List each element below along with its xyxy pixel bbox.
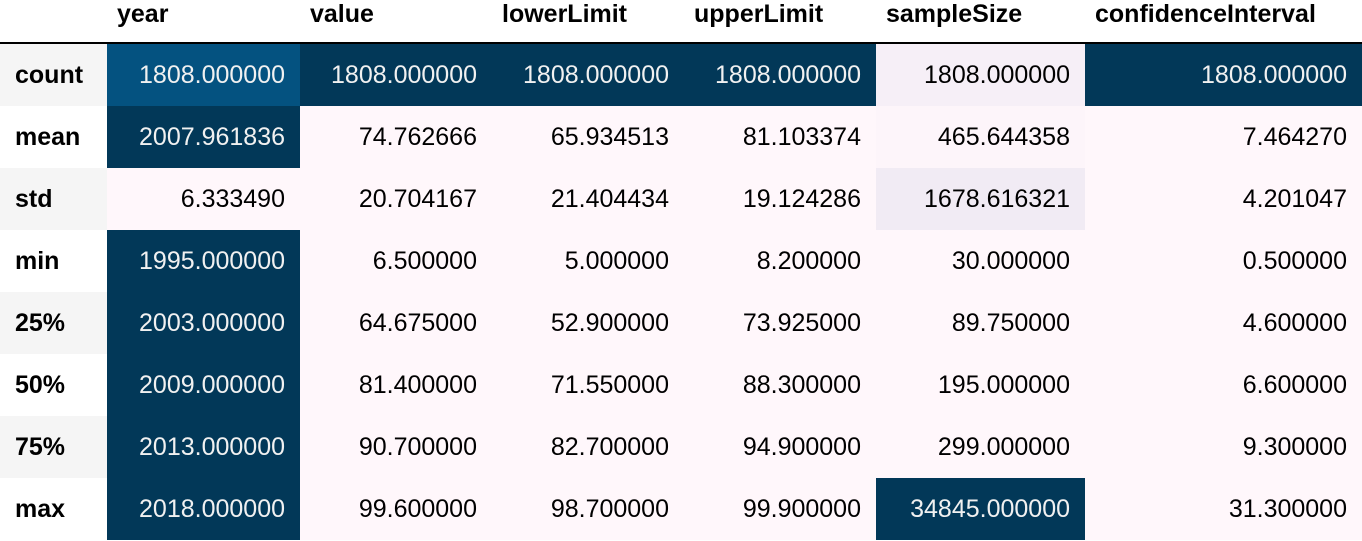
cell-min-sampleSize: 30.000000 — [876, 230, 1085, 292]
cell-min-confidenceInterval: 0.500000 — [1085, 230, 1362, 292]
column-header-year: year — [107, 0, 300, 44]
cell-count-upperLimit: 1808.000000 — [684, 43, 876, 106]
cell-75%-year: 2013.000000 — [107, 416, 300, 478]
column-header-upperLimit: upperLimit — [684, 0, 876, 44]
cell-75%-confidenceInterval: 9.300000 — [1085, 416, 1362, 478]
cell-count-lowerLimit: 1808.000000 — [492, 43, 684, 106]
row-label-min: min — [0, 230, 107, 292]
table-row-std: std 6.333490 20.704167 21.404434 19.124286 16… — [0, 168, 1362, 230]
cell-75%-value: 90.700000 — [300, 416, 492, 478]
cell-50%-confidenceInterval: 6.600000 — [1085, 354, 1362, 416]
cell-25%-value: 64.675000 — [300, 292, 492, 354]
cell-count-confidenceInterval: 1808.000000 — [1085, 43, 1362, 106]
table-header: year value lowerLimit upperLimit sampleSize c… — [0, 0, 1362, 44]
table-row-count: count 1808.000000 1808.000000 1808.000000 18… — [0, 43, 1362, 106]
cell-std-confidenceInterval: 4.201047 — [1085, 168, 1362, 230]
column-header-confidenceInterval: confidenceInterval — [1085, 0, 1362, 44]
cell-50%-upperLimit: 88.300000 — [684, 354, 876, 416]
cell-25%-upperLimit: 73.925000 — [684, 292, 876, 354]
row-label-std: std — [0, 168, 107, 230]
column-header-value: value — [300, 0, 492, 44]
cell-25%-sampleSize: 89.750000 — [876, 292, 1085, 354]
row-label-mean: mean — [0, 106, 107, 168]
table-row-75%: 75% 2013.000000 90.700000 82.700000 94.90000… — [0, 416, 1362, 478]
cell-max-value: 99.600000 — [300, 478, 492, 540]
cell-min-lowerLimit: 5.000000 — [492, 230, 684, 292]
cell-75%-upperLimit: 94.900000 — [684, 416, 876, 478]
cell-mean-lowerLimit: 65.934513 — [492, 106, 684, 168]
cell-min-value: 6.500000 — [300, 230, 492, 292]
cell-max-confidenceInterval: 31.300000 — [1085, 478, 1362, 540]
cell-std-value: 20.704167 — [300, 168, 492, 230]
row-label-max: max — [0, 478, 107, 540]
cell-50%-year: 2009.000000 — [107, 354, 300, 416]
cell-50%-lowerLimit: 71.550000 — [492, 354, 684, 416]
cell-std-upperLimit: 19.124286 — [684, 168, 876, 230]
table-row-min: min 1995.000000 6.500000 5.000000 8.200000 30… — [0, 230, 1362, 292]
cell-max-year: 2018.000000 — [107, 478, 300, 540]
cell-mean-upperLimit: 81.103374 — [684, 106, 876, 168]
table-row-25%: 25% 2003.000000 64.675000 52.900000 73.92500… — [0, 292, 1362, 354]
cell-mean-sampleSize: 465.644358 — [876, 106, 1085, 168]
cell-min-year: 1995.000000 — [107, 230, 300, 292]
row-label-25%: 25% — [0, 292, 107, 354]
column-header-sampleSize: sampleSize — [876, 0, 1085, 44]
column-header-lowerLimit: lowerLimit — [492, 0, 684, 44]
table-row-50%: 50% 2009.000000 81.400000 71.550000 88.30000… — [0, 354, 1362, 416]
cell-50%-value: 81.400000 — [300, 354, 492, 416]
cell-mean-year: 2007.961836 — [107, 106, 300, 168]
cell-std-lowerLimit: 21.404434 — [492, 168, 684, 230]
cell-min-upperLimit: 8.200000 — [684, 230, 876, 292]
cell-count-year: 1808.000000 — [107, 43, 300, 106]
cell-mean-value: 74.762666 — [300, 106, 492, 168]
cell-25%-year: 2003.000000 — [107, 292, 300, 354]
cell-max-upperLimit: 99.900000 — [684, 478, 876, 540]
header-corner — [0, 0, 107, 44]
cell-25%-confidenceInterval: 4.600000 — [1085, 292, 1362, 354]
row-label-75%: 75% — [0, 416, 107, 478]
table-body: count 1808.000000 1808.000000 1808.000000 18… — [0, 43, 1362, 540]
cell-75%-lowerLimit: 82.700000 — [492, 416, 684, 478]
cell-count-sampleSize: 1808.000000 — [876, 43, 1085, 106]
cell-std-sampleSize: 1678.616321 — [876, 168, 1085, 230]
cell-std-year: 6.333490 — [107, 168, 300, 230]
table-row-mean: mean 2007.961836 74.762666 65.934513 81.1033… — [0, 106, 1362, 168]
cell-mean-confidenceInterval: 7.464270 — [1085, 106, 1362, 168]
cell-75%-sampleSize: 299.000000 — [876, 416, 1085, 478]
cell-max-sampleSize: 34845.000000 — [876, 478, 1085, 540]
cell-50%-sampleSize: 195.000000 — [876, 354, 1085, 416]
cell-count-value: 1808.000000 — [300, 43, 492, 106]
header-row: year value lowerLimit upperLimit sampleSize c… — [0, 0, 1362, 44]
cell-25%-lowerLimit: 52.900000 — [492, 292, 684, 354]
row-label-count: count — [0, 43, 107, 106]
cell-max-lowerLimit: 98.700000 — [492, 478, 684, 540]
table-row-max: max 2018.000000 99.600000 98.700000 99.90000… — [0, 478, 1362, 540]
row-label-50%: 50% — [0, 354, 107, 416]
